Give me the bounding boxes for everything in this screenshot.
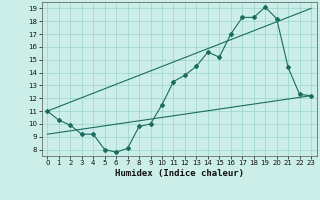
X-axis label: Humidex (Indice chaleur): Humidex (Indice chaleur) xyxy=(115,169,244,178)
